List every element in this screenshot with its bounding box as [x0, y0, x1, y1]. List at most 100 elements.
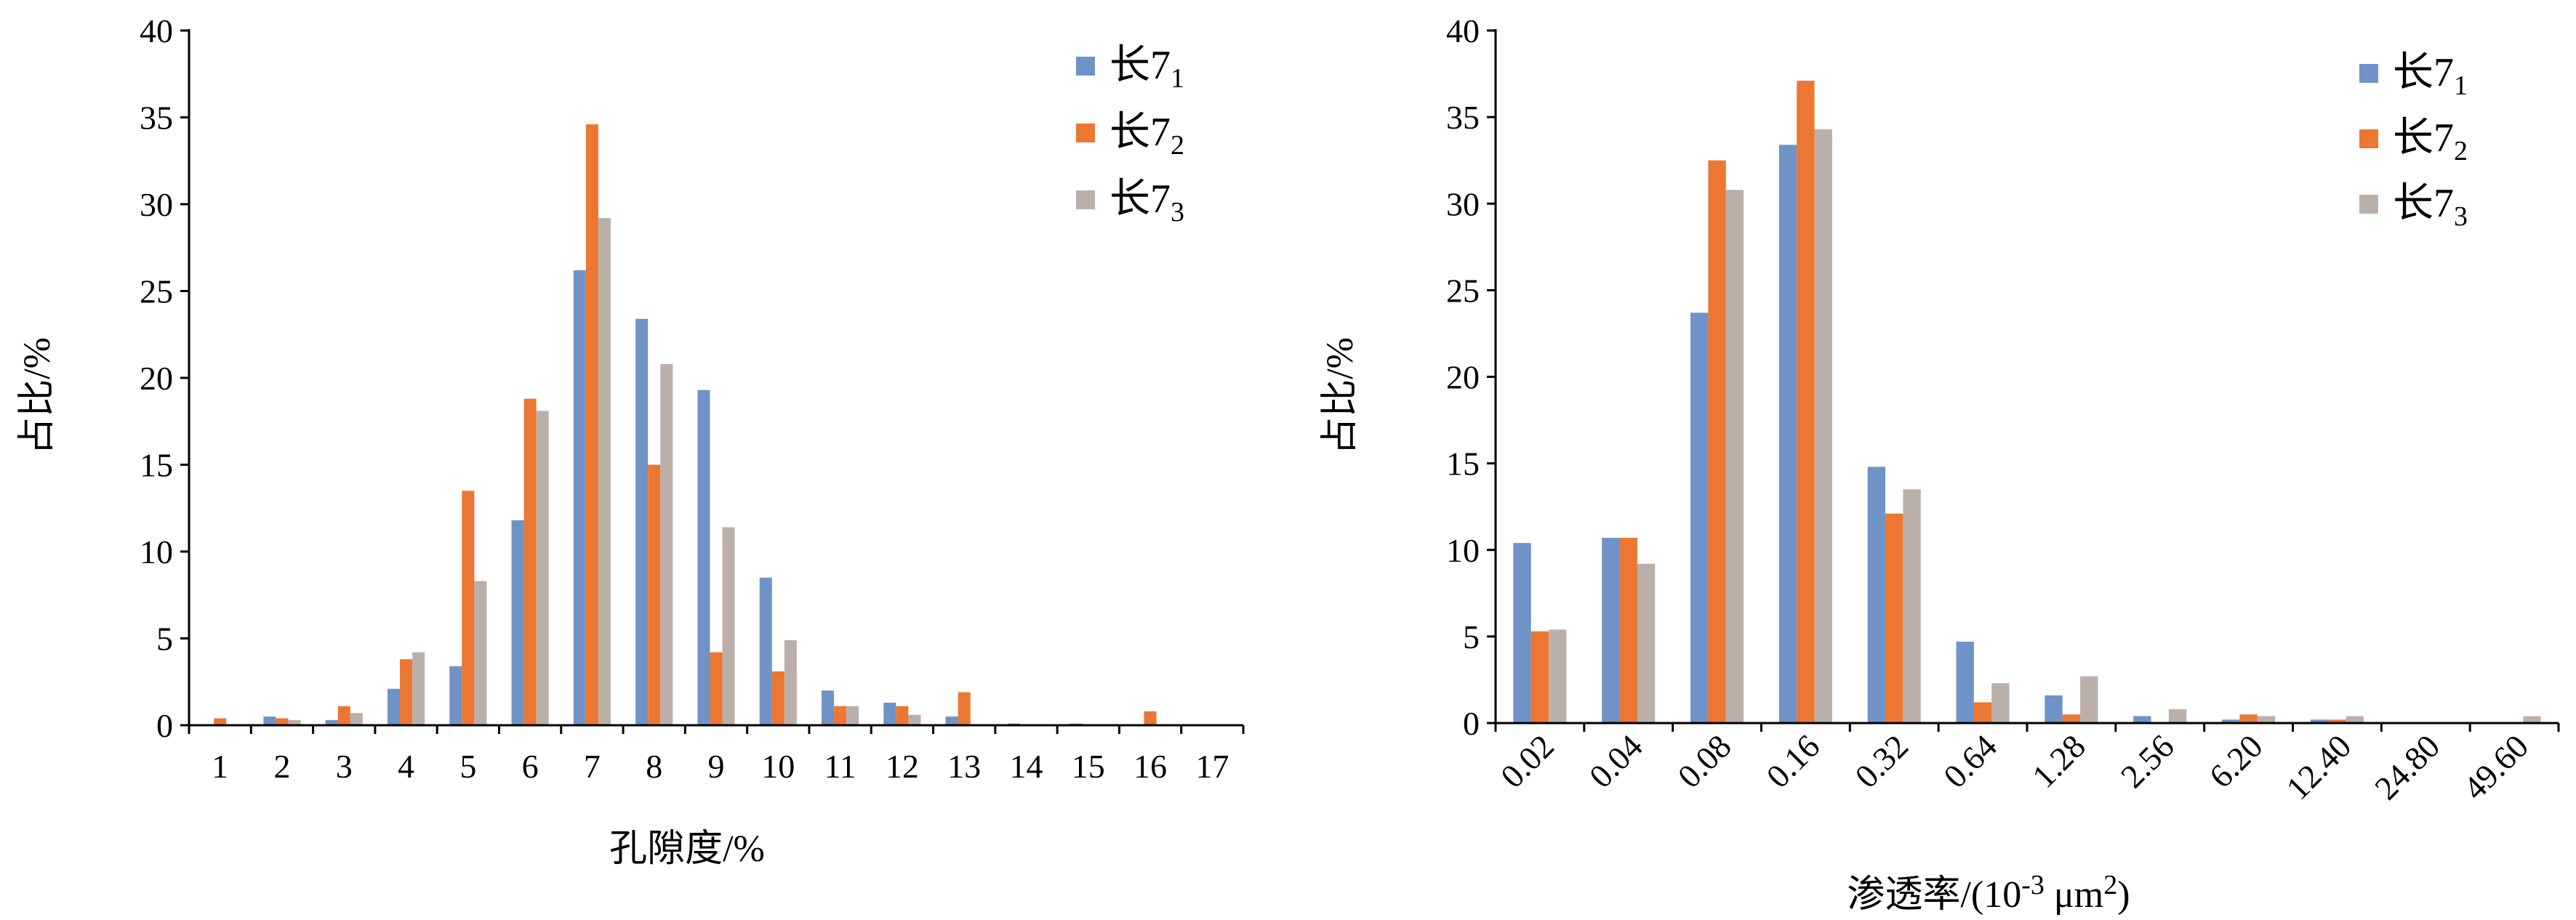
permeability-bar-s1-0.02	[1513, 543, 1531, 723]
permeability-bar-s2-0.02	[1530, 631, 1549, 723]
permeability-y-tick-label-15: 15	[1446, 445, 1480, 483]
permeability-bar-s2-0.08	[1708, 160, 1726, 723]
porosity-legend-label-3: 长73	[1110, 177, 1184, 227]
porosity-bar-s2-3	[337, 706, 350, 725]
porosity-bar-s3-7	[598, 218, 611, 725]
permeability-bar-s1-6.20	[2222, 719, 2240, 723]
porosity-x-tick-label-5: 5	[460, 748, 476, 785]
porosity-x-tick-label-16: 16	[1133, 748, 1167, 785]
porosity-bar-s3-11	[846, 706, 859, 725]
permeability-bar-s1-0.64	[1956, 642, 1974, 723]
porosity-y-tick-label-30: 30	[140, 186, 173, 223]
permeability-bar-s1-12.40	[2310, 719, 2329, 723]
porosity-x-tick-label-10: 10	[761, 748, 795, 785]
porosity-x-tick-label-11: 11	[824, 748, 856, 785]
porosity-bar-s2-7	[585, 124, 598, 725]
porosity-bar-s1-2	[263, 717, 276, 725]
permeability-bar-s3-0.08	[1725, 190, 1744, 723]
porosity-x-tick-label-3: 3	[336, 748, 353, 785]
permeability-bar-s1-0.32	[1867, 467, 1886, 723]
permeability-y-tick-label-0: 0	[1463, 705, 1480, 742]
porosity-bar-s2-13	[958, 692, 971, 725]
permeability-bar-s1-0.08	[1690, 312, 1709, 724]
porosity-bar-s3-10	[784, 639, 797, 725]
porosity-bar-s3-6	[536, 411, 549, 725]
porosity-bar-s1-13	[945, 717, 958, 725]
permeability-y-axis-title: 占比/%	[1320, 337, 1361, 455]
porosity-x-tick-label-13: 13	[947, 748, 981, 785]
porosity-legend-label-2: 长72	[1110, 110, 1184, 161]
permeability-bar-s2-0.32	[1885, 513, 1903, 723]
porosity-bar-s2-10	[771, 671, 785, 725]
porosity-legend: 长71 长72 长73	[1076, 43, 1184, 227]
permeability-y-tick-label-25: 25	[1446, 272, 1480, 309]
porosity-bar-s3-2	[288, 719, 301, 725]
permeability-bars	[1513, 81, 2541, 724]
porosity-bar-s3-9	[722, 527, 735, 725]
permeability-bar-s2-0.64	[1973, 702, 1992, 723]
porosity-legend-swatch-3	[1076, 190, 1095, 209]
porosity-y-tick-label-25: 25	[140, 273, 173, 310]
permeability-bar-s2-6.20	[2239, 714, 2258, 723]
porosity-y-tick-label-5: 5	[156, 621, 173, 658]
porosity-x-tick-label-15: 15	[1072, 748, 1105, 785]
porosity-x-tick-label-6: 6	[522, 748, 539, 785]
porosity-bar-s1-10	[759, 577, 772, 725]
porosity-bar-s1-7	[573, 270, 586, 725]
porosity-bar-s2-11	[834, 706, 847, 725]
porosity-bar-s1-8	[635, 318, 649, 725]
porosity-bar-s3-4	[412, 652, 425, 725]
porosity-bar-s2-12	[896, 706, 909, 725]
porosity-legend-label-1: 长71	[1110, 43, 1184, 94]
porosity-x-tick-label-17: 17	[1195, 748, 1229, 785]
permeability-bar-s2-0.16	[1797, 81, 1815, 724]
permeability-bar-s3-2.56	[2168, 709, 2187, 723]
permeability-legend-label-1: 长71	[2393, 50, 2468, 101]
porosity-x-tick-label-1: 1	[212, 748, 228, 785]
porosity-bar-s2-5	[462, 491, 475, 725]
porosity-x-tick-label-14: 14	[1009, 748, 1043, 785]
permeability-y-tick-label-30: 30	[1446, 185, 1480, 222]
porosity-x-tick-label-7: 7	[584, 748, 601, 785]
permeability-legend-label-2: 长72	[2393, 116, 2468, 166]
porosity-bar-s2-16	[1144, 711, 1157, 725]
permeability-y-tick-label-5: 5	[1463, 618, 1480, 655]
permeability-bar-s2-1.28	[2062, 714, 2081, 723]
porosity-y-tick-label-15: 15	[140, 447, 173, 484]
porosity-bar-s1-3	[325, 719, 338, 725]
porosity-x-tick-label-4: 4	[398, 748, 414, 785]
permeability-bar-s3-0.04	[1637, 563, 1656, 723]
porosity-y-tick-label-40: 40	[140, 12, 173, 49]
porosity-bar-s1-9	[697, 390, 710, 725]
permeability-bar-s3-0.32	[1903, 489, 1921, 723]
permeability-y-tick-label-35: 35	[1446, 99, 1480, 136]
porosity-bar-s1-11	[822, 690, 835, 725]
porosity-y-tick-label-35: 35	[140, 100, 173, 137]
permeability-bar-s3-0.16	[1814, 129, 1832, 724]
porosity-bar-s2-4	[400, 659, 413, 725]
permeability-x-axis-title: 渗透率/(10-3 μm2)	[1847, 870, 2130, 916]
porosity-bar-s2-8	[648, 464, 661, 725]
permeability-bar-s1-0.04	[1602, 538, 1620, 723]
permeability-bar-s3-6.20	[2257, 716, 2276, 723]
porosity-legend-swatch-1	[1076, 57, 1095, 76]
porosity-bars	[214, 124, 1157, 725]
permeability-x-title-part2: μm	[2045, 874, 2103, 916]
porosity-bar-s1-4	[387, 688, 400, 725]
permeability-x-title-sup2: 2	[2103, 870, 2117, 900]
porosity-y-axis-title: 占比/%	[17, 337, 58, 455]
permeability-bar-s1-0.16	[1778, 145, 1797, 723]
permeability-y-tick-label-10: 10	[1446, 532, 1480, 569]
porosity-bar-s1-12	[883, 702, 896, 725]
permeability-legend-label-3: 长73	[2393, 181, 2468, 232]
porosity-x-tick-label-2: 2	[273, 748, 290, 785]
permeability-y-tick-label-20: 20	[1446, 359, 1480, 396]
porosity-bar-s1-5	[449, 666, 462, 725]
permeability-legend-swatch-1	[2359, 64, 2378, 83]
permeability-legend-swatch-3	[2359, 195, 2378, 214]
porosity-bar-s3-8	[660, 363, 673, 725]
porosity-x-tick-label-9: 9	[708, 748, 725, 785]
